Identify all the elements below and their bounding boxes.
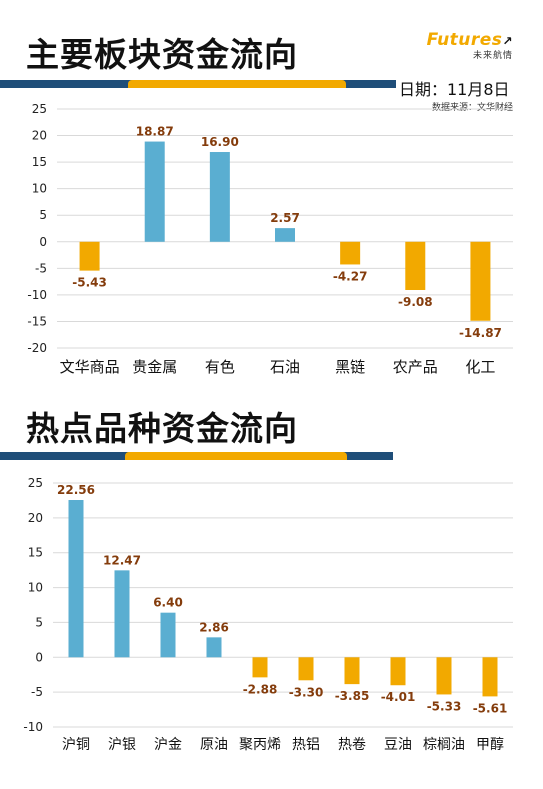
y-tick-label: -10 <box>27 288 47 302</box>
y-tick-label: 5 <box>39 208 47 222</box>
hot-commodity-flow-title: 热点品种资金流向 <box>26 409 298 448</box>
y-tick-label: 10 <box>28 581 43 595</box>
y-tick-label: 25 <box>28 476 43 490</box>
bar <box>79 241 100 271</box>
y-tick-label: -20 <box>27 341 47 355</box>
data-label: -4.01 <box>381 690 416 704</box>
x-tick-label: 沪铜 <box>62 737 90 753</box>
data-label: 22.56 <box>57 483 95 497</box>
data-label: 2.57 <box>270 211 300 225</box>
y-tick-label: 5 <box>35 615 43 629</box>
bar <box>252 657 268 678</box>
bar <box>436 657 452 695</box>
date-label: 日期：11月8日 <box>399 80 510 99</box>
data-label: -3.30 <box>289 685 324 699</box>
x-tick-label: 甲醇 <box>476 736 504 753</box>
data-label: -5.43 <box>72 276 107 290</box>
sector-flow-chart: 25 20 15 10 5 0 -5 -10 -15 -20 -5.43 文华商品 18.87 贵金属 16… <box>27 102 513 376</box>
x-tick-label: 原油 <box>200 737 228 753</box>
header-band-gold <box>128 80 346 88</box>
bar <box>275 228 295 242</box>
bar <box>206 637 222 658</box>
y-tick-label: -15 <box>27 314 47 328</box>
bar <box>298 657 314 681</box>
x-tick-label: 化工 <box>465 358 495 376</box>
bar <box>144 141 165 242</box>
x-tick-label: 热卷 <box>338 737 366 753</box>
data-label: -5.33 <box>427 699 462 713</box>
data-label: 6.40 <box>153 596 183 610</box>
x-tick-label: 热铝 <box>292 737 320 753</box>
x-tick-label: 文华商品 <box>60 358 120 376</box>
bar <box>482 657 498 697</box>
data-label: -2.88 <box>243 682 278 696</box>
hot-commodity-flow-chart: 25 20 15 10 5 0 -5 -10 22.56 沪铜 12.47 沪银 6.40 沪金 2.86 原… <box>23 476 513 753</box>
bar <box>390 657 406 686</box>
brand-subtitle: 未来航情 <box>472 51 513 61</box>
y-tick-label: 0 <box>39 235 47 249</box>
x-tick-label: 黑链 <box>335 358 365 376</box>
data-label: 12.47 <box>103 553 141 567</box>
bar <box>470 241 491 321</box>
y-tick-label: -5 <box>31 685 43 699</box>
x-tick-label: 沪银 <box>108 737 136 753</box>
data-label: -9.08 <box>398 295 433 309</box>
x-tick-label: 棕榈油 <box>423 737 465 753</box>
data-label: -14.87 <box>459 326 502 340</box>
x-tick-label: 农产品 <box>393 358 438 376</box>
data-label: 2.86 <box>199 620 229 634</box>
data-label: -3.85 <box>335 689 370 703</box>
brand-arrow-icon: ↗ <box>502 34 513 48</box>
brand-logo: Futures↗ 未来航情 <box>427 30 513 61</box>
y-tick-label: -10 <box>23 720 43 734</box>
data-label: 16.90 <box>201 135 239 149</box>
y-tick-label: 15 <box>28 546 43 560</box>
y-tick-label: 25 <box>32 102 47 116</box>
y-tick-label: -5 <box>35 261 47 275</box>
bar <box>160 612 176 658</box>
x-tick-label: 聚丙烯 <box>239 737 281 753</box>
brand-name: Futures <box>426 30 503 50</box>
data-label: -5.61 <box>473 701 508 715</box>
sector-flow-title: 主要板块资金流向 <box>26 35 298 74</box>
x-tick-label: 石油 <box>270 358 300 376</box>
data-source-label: 数据来源：文华财经 <box>431 103 513 113</box>
bar <box>344 657 360 685</box>
y-tick-label: 0 <box>35 650 43 664</box>
x-tick-label: 沪金 <box>154 737 182 753</box>
y-tick-label: 15 <box>32 155 47 169</box>
x-tick-label: 有色 <box>205 358 235 376</box>
bar <box>340 241 361 265</box>
y-tick-label: 20 <box>28 511 43 525</box>
x-tick-label: 贵金属 <box>132 358 177 376</box>
y-tick-label: 10 <box>32 182 47 196</box>
bar <box>209 152 230 242</box>
bar <box>68 500 84 658</box>
data-label: 18.87 <box>136 125 174 139</box>
section-band-gold <box>125 452 347 460</box>
bar <box>114 570 130 658</box>
y-tick-label: 20 <box>32 129 47 143</box>
bar <box>405 241 426 291</box>
data-label: -4.27 <box>333 269 368 283</box>
x-tick-label: 豆油 <box>384 737 412 753</box>
